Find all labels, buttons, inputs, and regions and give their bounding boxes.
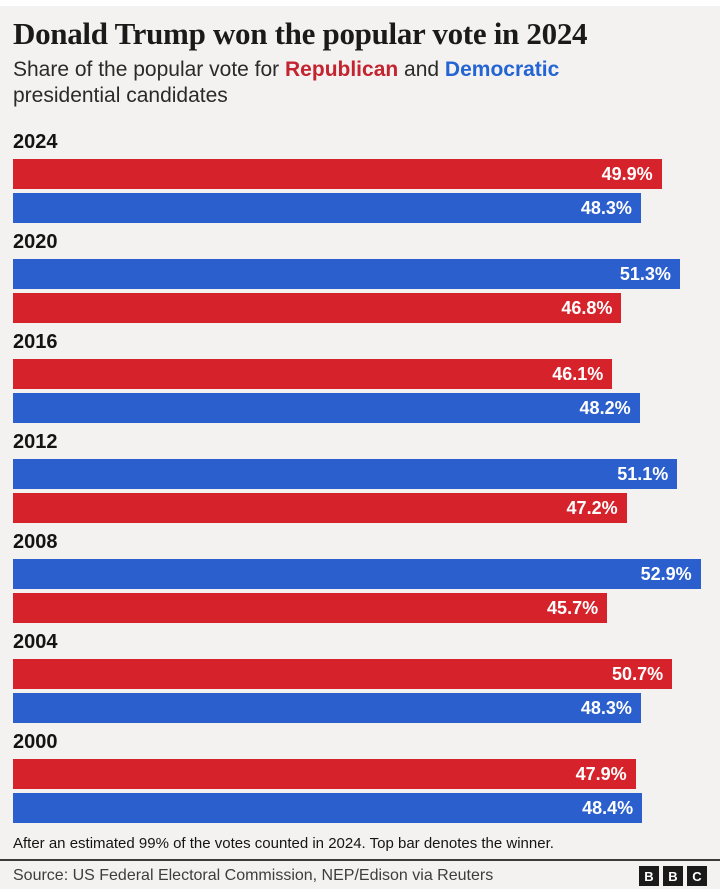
bar-value-label: 47.9% [575,763,627,784]
bbc-logo: B B C [639,866,707,886]
year-label: 2020 [13,231,58,253]
bar-value-label: 48.2% [579,397,631,418]
republican-bar: 50.7% [13,659,673,689]
bar-value-label: 51.3% [619,263,671,284]
year-group: 2020 51.3% 46.8% [13,231,707,331]
year-label: 2016 [13,331,58,353]
year-label: 2012 [13,431,58,453]
bbc-logo-letter: B [639,866,659,886]
year-label: 2004 [13,631,58,653]
democratic-bar: 48.3% [13,693,641,723]
source-credit: Source: US Federal Electoral Commission,… [13,867,494,884]
year-group: 2004 50.7% 48.3% [13,631,707,731]
bar-value-label: 45.7% [547,597,599,618]
chart-subtitle: Share of the popular vote for Republican… [13,57,707,109]
bar-value-label: 49.9% [601,163,653,184]
page-title: Donald Trump won the popular vote in 202… [13,16,588,51]
bbc-logo-letter: C [687,866,707,886]
republican-bar: 46.1% [13,359,613,389]
democratic-bar: 51.1% [13,459,678,489]
bar-value-label: 46.8% [561,297,613,318]
subtitle-line2: presidential candidates [13,84,228,107]
democratic-bar: 48.2% [13,393,640,423]
bar-value-label: 52.9% [640,563,692,584]
bar-chart: 2024 49.9% 48.3% 2020 51.3% 46.8% 2016 46.… [13,131,707,831]
year-group: 2008 52.9% 45.7% [13,531,707,631]
chart-card: Donald Trump won the popular vote in 202… [0,6,720,889]
bar-value-label: 51.1% [617,463,669,484]
democratic-bar: 52.9% [13,559,701,589]
republican-bar: 49.9% [13,159,662,189]
year-label: 2008 [13,531,58,553]
bar-value-label: 48.3% [580,697,632,718]
democratic-bar: 48.4% [13,793,643,823]
republican-bar: 46.8% [13,293,622,323]
year-label: 2024 [13,131,58,153]
subtitle-republican-label: Republican [285,58,399,81]
bar-value-label: 46.1% [552,363,604,384]
democratic-bar: 48.3% [13,193,641,223]
bar-value-label: 47.2% [566,497,618,518]
bbc-logo-letter: B [663,866,683,886]
republican-bar: 47.2% [13,493,627,523]
subtitle-democratic-label: Democratic [444,58,560,81]
republican-bar: 45.7% [13,593,608,623]
subtitle-and: and [398,58,445,81]
year-group: 2000 47.9% 48.4% [13,731,707,831]
footer-divider [0,859,720,861]
bar-value-label: 48.3% [580,197,632,218]
republican-bar: 47.9% [13,759,636,789]
year-group: 2012 51.1% 47.2% [13,431,707,531]
bar-value-label: 48.4% [582,797,634,818]
democratic-bar: 51.3% [13,259,680,289]
chart-footnote: After an estimated 99% of the votes coun… [13,835,554,852]
year-label: 2000 [13,731,58,753]
subtitle-prefix: Share of the popular vote for [13,58,286,81]
year-group: 2016 46.1% 48.2% [13,331,707,431]
year-group: 2024 49.9% 48.3% [13,131,707,231]
bar-value-label: 50.7% [612,663,664,684]
